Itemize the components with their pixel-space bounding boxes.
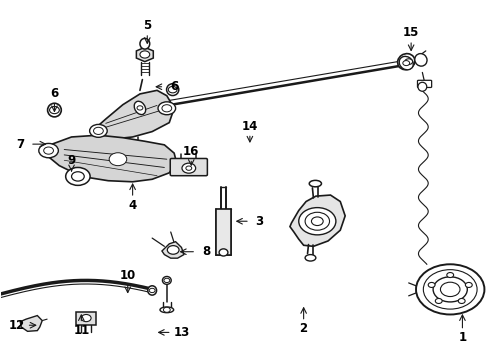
Polygon shape xyxy=(20,316,42,331)
Ellipse shape xyxy=(167,84,179,95)
Polygon shape xyxy=(44,135,176,182)
Ellipse shape xyxy=(397,54,415,70)
Circle shape xyxy=(109,153,127,166)
Text: 15: 15 xyxy=(403,27,419,40)
Circle shape xyxy=(137,106,143,110)
Circle shape xyxy=(403,60,410,66)
Circle shape xyxy=(158,102,175,115)
Ellipse shape xyxy=(160,307,173,313)
Circle shape xyxy=(49,107,59,114)
Circle shape xyxy=(416,264,485,315)
Ellipse shape xyxy=(415,54,427,66)
Circle shape xyxy=(428,283,435,287)
FancyBboxPatch shape xyxy=(170,158,207,176)
Circle shape xyxy=(72,172,84,181)
Circle shape xyxy=(66,167,90,185)
Text: 11: 11 xyxy=(73,324,90,337)
Ellipse shape xyxy=(399,57,413,70)
Ellipse shape xyxy=(418,82,427,91)
Circle shape xyxy=(167,246,179,254)
Text: 1: 1 xyxy=(458,331,466,344)
Circle shape xyxy=(312,217,323,226)
Circle shape xyxy=(39,143,58,158)
FancyBboxPatch shape xyxy=(417,80,432,87)
Polygon shape xyxy=(93,90,174,139)
Circle shape xyxy=(458,298,465,303)
Circle shape xyxy=(435,298,442,303)
Circle shape xyxy=(433,277,467,302)
Text: 8: 8 xyxy=(202,245,210,258)
Circle shape xyxy=(94,127,103,134)
Polygon shape xyxy=(290,195,345,246)
Circle shape xyxy=(162,105,172,112)
Ellipse shape xyxy=(162,276,171,284)
Ellipse shape xyxy=(219,249,228,256)
Circle shape xyxy=(305,212,330,230)
Circle shape xyxy=(423,270,477,309)
Text: 16: 16 xyxy=(183,145,199,158)
Ellipse shape xyxy=(305,255,316,261)
Circle shape xyxy=(90,125,107,137)
Text: 9: 9 xyxy=(68,154,75,167)
Circle shape xyxy=(44,147,53,154)
Polygon shape xyxy=(136,47,153,62)
Polygon shape xyxy=(162,242,184,258)
Circle shape xyxy=(164,278,170,283)
Circle shape xyxy=(163,307,170,312)
Circle shape xyxy=(466,283,472,287)
Circle shape xyxy=(299,208,336,235)
Text: 14: 14 xyxy=(242,120,258,133)
Text: 13: 13 xyxy=(173,326,190,339)
Circle shape xyxy=(149,288,155,293)
Text: 10: 10 xyxy=(120,269,136,282)
Text: 12: 12 xyxy=(9,319,25,332)
Ellipse shape xyxy=(309,180,321,187)
Circle shape xyxy=(405,59,413,64)
Circle shape xyxy=(186,166,192,170)
Ellipse shape xyxy=(134,101,146,114)
Text: 7: 7 xyxy=(16,138,24,150)
Circle shape xyxy=(81,315,91,321)
Text: 3: 3 xyxy=(256,215,264,228)
Ellipse shape xyxy=(48,103,61,117)
FancyBboxPatch shape xyxy=(76,312,96,324)
Text: 4: 4 xyxy=(128,199,137,212)
Circle shape xyxy=(182,163,196,173)
Circle shape xyxy=(168,86,177,93)
Polygon shape xyxy=(216,209,231,255)
Circle shape xyxy=(441,282,460,297)
Text: 5: 5 xyxy=(143,19,151,32)
Ellipse shape xyxy=(148,286,157,295)
Text: 6: 6 xyxy=(50,87,59,100)
Text: 2: 2 xyxy=(299,322,308,335)
Ellipse shape xyxy=(140,39,150,49)
Circle shape xyxy=(140,51,150,58)
Circle shape xyxy=(447,273,454,278)
Text: 6: 6 xyxy=(170,80,178,93)
